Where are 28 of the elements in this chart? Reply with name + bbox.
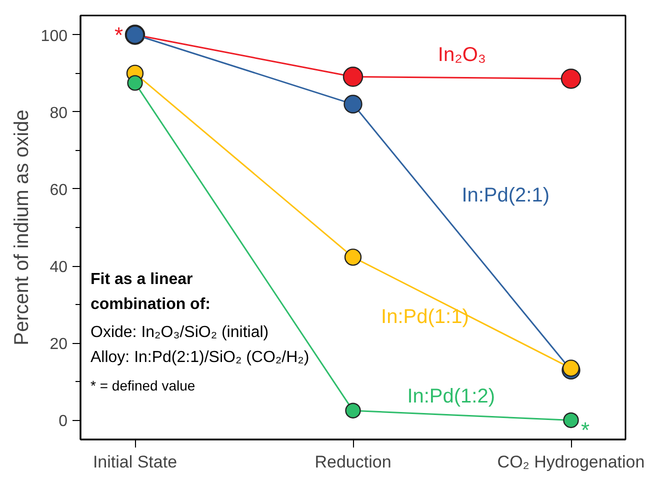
point [560, 68, 582, 89]
series-label: In₂O₃ [438, 44, 486, 66]
y-tick-label: 100 [40, 28, 68, 45]
annotation: * [114, 22, 124, 48]
point [342, 66, 364, 87]
annotation: combination of: [90, 296, 210, 313]
annotation: Fit as a linear [90, 271, 193, 288]
y-tick-label: 20 [50, 336, 68, 354]
y-axis-title: Percent of indium as oxide [10, 110, 33, 346]
point [344, 94, 362, 114]
x-tick-label: CO₂ Hydrogenation [497, 452, 645, 472]
x-tick-label: Reduction [314, 452, 392, 472]
point [127, 75, 143, 91]
y-tick-label: 40 [50, 259, 68, 276]
y-tick-label: 0 [58, 413, 68, 430]
point [344, 248, 362, 266]
x-tick-label: Initial State [92, 452, 178, 472]
point [563, 412, 579, 428]
annotation: * = defined value [90, 378, 196, 394]
y-tick-label: 60 [50, 182, 68, 199]
series-label: In:Pd(1:1) [381, 306, 469, 328]
annotation: * [581, 418, 590, 443]
series-label: In:Pd(2:1) [462, 184, 550, 206]
series-label: In:Pd(1:2) [407, 385, 496, 408]
y-tick-label: 80 [50, 104, 68, 122]
annotation: Oxide: In₂O₃/SiO₂ (initial) [90, 324, 269, 341]
annotation: Alloy: In:Pd(2:1)/SiO₂ (CO₂/H₂) [90, 349, 310, 366]
point [345, 402, 361, 418]
